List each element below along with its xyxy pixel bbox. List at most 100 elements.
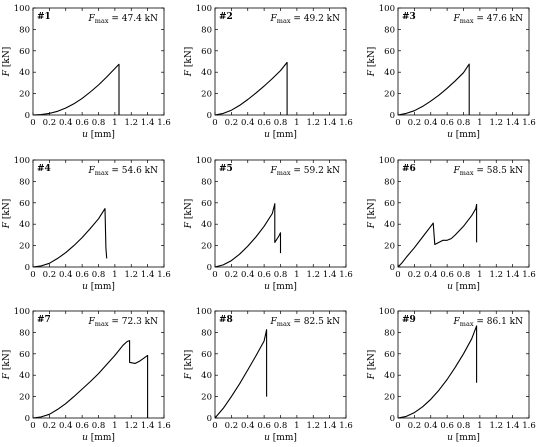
- x-tick-label: 1: [112, 118, 117, 128]
- x-tick-label: 0.8: [457, 421, 471, 431]
- y-axis-var: F: [2, 372, 12, 380]
- x-tick-label: 0: [395, 118, 400, 128]
- y-tick-label: 40: [201, 68, 212, 78]
- fmax-annotation: Fmax = 58.5 kN: [453, 166, 524, 177]
- x-tick-label: 0: [30, 270, 35, 280]
- y-tick-label: 80: [19, 177, 30, 187]
- x-tick-label: 1.4: [506, 421, 520, 431]
- y-tick-label: 20: [19, 90, 30, 100]
- x-tick-label: 1.6: [522, 270, 536, 280]
- x-tick-label: 0.6: [440, 270, 454, 280]
- y-axis-label: F [kN]: [184, 47, 194, 77]
- x-tick-label: 0.8: [92, 421, 106, 431]
- x-tick-label: 1: [294, 118, 299, 128]
- x-tick-label: 1.6: [157, 270, 171, 280]
- y-tick-label: 80: [201, 177, 212, 187]
- y-axis-unit: [kN]: [2, 47, 12, 70]
- chart-panel: 0 0.2 0.4 0.6 0.8 1 1.2 1.4 1.6 0 20 40 60 80 100 u [mm…: [367, 156, 536, 292]
- x-tick-label: 0.2: [408, 421, 422, 431]
- fmax-symbol: F: [270, 166, 278, 176]
- x-tick-label: 1: [112, 270, 117, 280]
- x-tick-label: 1.4: [141, 270, 155, 280]
- y-axis-var: F: [2, 69, 12, 77]
- force-displacement-curve: [397, 203, 478, 268]
- x-tick-label: 0: [30, 118, 35, 128]
- x-tick-label: 1.4: [323, 118, 337, 128]
- x-axis-unit: [mm]: [453, 433, 480, 443]
- x-tick-label: 1.2: [124, 118, 138, 128]
- x-tick-label: 1.2: [306, 270, 320, 280]
- x-tick-label: 0.4: [241, 421, 255, 431]
- x-axis-var: u: [447, 130, 453, 140]
- y-axis-unit: [kN]: [367, 350, 377, 373]
- y-tick-label: 40: [19, 220, 30, 230]
- fmax-value: = 82.5 kN: [291, 317, 341, 327]
- y-tick-label: 100: [14, 307, 30, 317]
- y-tick-label: 100: [196, 4, 212, 14]
- y-tick-label: 80: [384, 328, 395, 338]
- panel-label: #2: [219, 12, 233, 22]
- y-tick-label: 60: [201, 199, 212, 209]
- x-tick-label: 0.2: [225, 118, 239, 128]
- y-tick-label: 0: [390, 414, 395, 424]
- y-tick-label: 0: [207, 111, 212, 121]
- fmax-symbol: F: [453, 317, 461, 327]
- y-tick-label: 20: [19, 393, 30, 403]
- y-tick-label: 100: [14, 4, 30, 14]
- fmax-subscript: max: [95, 17, 109, 25]
- fmax-symbol: F: [453, 166, 461, 176]
- panel-label: #9: [402, 315, 416, 325]
- x-tick-label: 1.6: [339, 118, 353, 128]
- fmax-annotation: Fmax = 82.5 kN: [270, 317, 341, 328]
- x-tick-label: 1.2: [489, 270, 503, 280]
- x-tick-label: 1.2: [124, 421, 138, 431]
- x-tick-label: 0.2: [43, 421, 57, 431]
- panel-label: #3: [402, 12, 416, 22]
- x-tick-label: 0.8: [274, 421, 288, 431]
- fmax-annotation: Fmax = 72.3 kN: [88, 317, 159, 328]
- x-axis-var: u: [447, 433, 453, 443]
- y-tick-label: 80: [201, 328, 212, 338]
- y-tick-label: 100: [14, 156, 30, 166]
- y-axis-label: F [kN]: [367, 199, 377, 229]
- y-tick-label: 100: [379, 307, 395, 317]
- x-axis-var: u: [82, 433, 88, 443]
- x-tick-label: 0.4: [424, 421, 438, 431]
- x-axis-unit: [mm]: [88, 433, 115, 443]
- y-tick-label: 40: [384, 68, 395, 78]
- x-tick-label: 0.4: [424, 270, 438, 280]
- x-tick-label: 1.2: [124, 270, 138, 280]
- y-axis-unit: [kN]: [184, 350, 194, 373]
- x-tick-label: 0.8: [92, 118, 106, 128]
- y-axis-var: F: [184, 372, 194, 380]
- fmax-symbol: F: [88, 14, 96, 24]
- chart-panel: 0 0.2 0.4 0.6 0.8 1 1.2 1.4 1.6 0 20 40 60 80 100 u [mm…: [2, 4, 171, 140]
- x-axis-label: u [mm]: [82, 433, 115, 443]
- y-axis-label: F [kN]: [367, 47, 377, 77]
- chart-panel: 0 0.2 0.4 0.6 0.8 1 1.2 1.4 1.6 0 20 40 60 80 100 u [mm…: [184, 4, 353, 140]
- fmax-annotation: Fmax = 47.4 kN: [88, 14, 159, 25]
- force-displacement-curve: [214, 329, 268, 419]
- x-tick-label: 1.2: [306, 421, 320, 431]
- x-tick-label: 1.4: [506, 118, 520, 128]
- y-tick-label: 100: [379, 156, 395, 166]
- y-tick-label: 100: [379, 4, 395, 14]
- y-tick-label: 20: [201, 242, 212, 252]
- y-tick-label: 40: [19, 68, 30, 78]
- x-axis-unit: [mm]: [453, 282, 480, 292]
- y-axis-unit: [kN]: [2, 350, 12, 373]
- y-tick-label: 20: [19, 242, 30, 252]
- x-axis-unit: [mm]: [88, 130, 115, 140]
- y-axis-var: F: [367, 372, 377, 380]
- x-tick-label: 0.8: [457, 118, 471, 128]
- x-tick-label: 0.4: [59, 270, 73, 280]
- x-tick-label: 0.6: [257, 421, 271, 431]
- x-axis-var: u: [447, 282, 453, 292]
- fmax-symbol: F: [88, 166, 96, 176]
- x-tick-label: 1: [477, 118, 482, 128]
- x-tick-label: 1.2: [489, 421, 503, 431]
- force-displacement-curve: [214, 203, 282, 268]
- fmax-value: = 58.5 kN: [474, 166, 524, 176]
- x-tick-label: 1.6: [157, 118, 171, 128]
- x-tick-label: 1: [112, 421, 117, 431]
